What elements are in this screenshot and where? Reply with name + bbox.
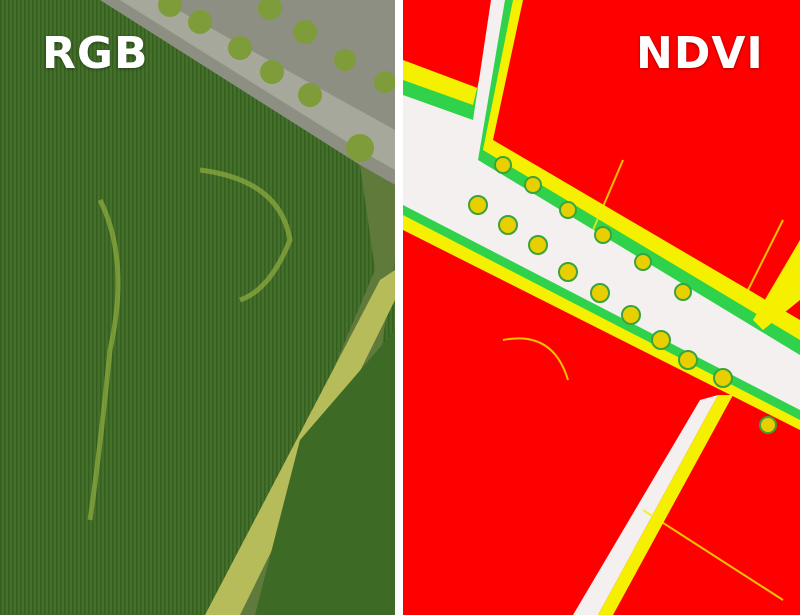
rgb-label: RGB [42,28,149,79]
road [403,0,800,410]
rgb-aerial-image [0,0,395,615]
rgb-image-panel: RGB [0,0,395,615]
ndvi-image-panel: NDVI [403,0,800,615]
road [100,0,395,185]
ndvi-map-image [403,0,800,615]
divider [395,0,403,615]
ndvi-label: NDVI [636,28,764,79]
